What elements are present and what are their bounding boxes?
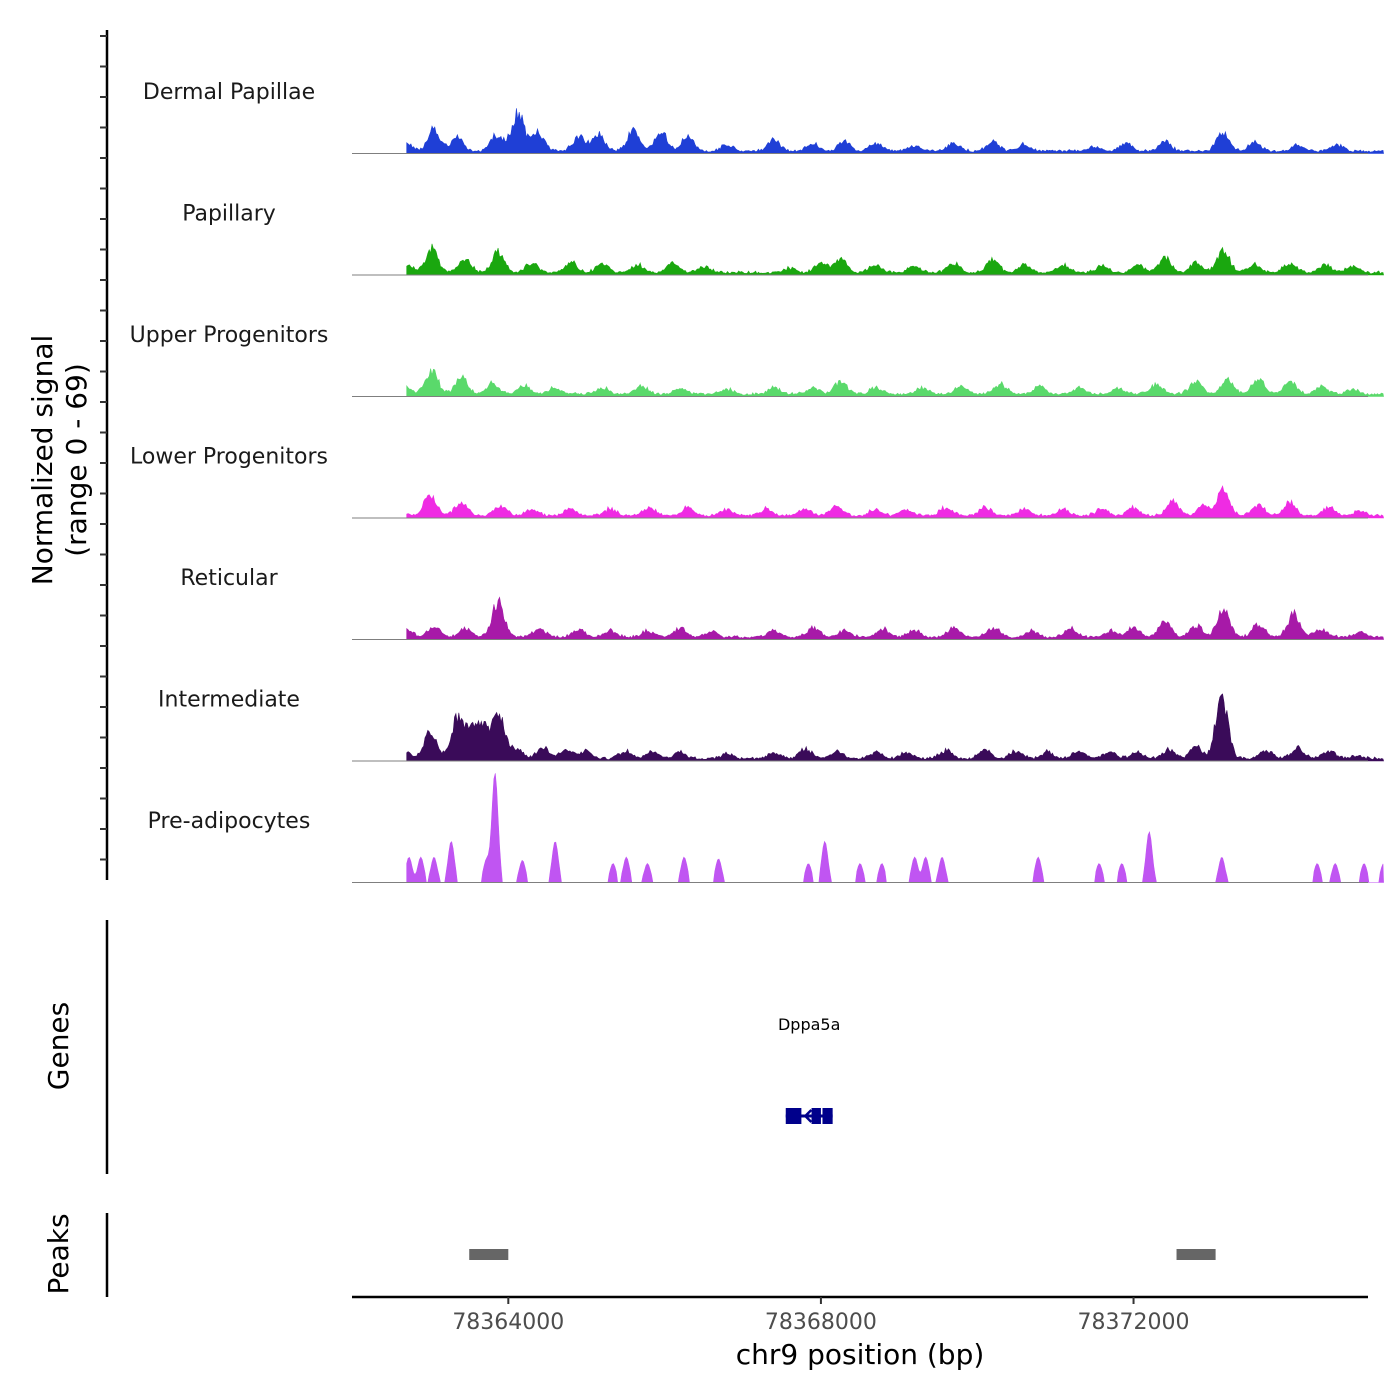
peaks-layer	[469, 1249, 1216, 1260]
y-axis-title-group: Normalized signal (range 0 - 69)	[26, 335, 93, 586]
gene-layer: Dppa5a	[778, 1015, 840, 1124]
peaks-panel-title-group: Peaks	[42, 1213, 75, 1294]
peaks-panel-title: Peaks	[42, 1213, 75, 1294]
x-tick-label: 78372000	[1078, 1310, 1190, 1335]
track-reticular: Reticular	[180, 566, 1384, 640]
track-label: Pre-adipocytes	[148, 809, 311, 834]
signal-area	[406, 596, 1384, 640]
peak-region	[1176, 1249, 1216, 1260]
track-pre-adipocytes: Pre-adipocytes	[148, 773, 1384, 883]
y-axis-range: (range 0 - 69)	[60, 363, 93, 557]
x-tick-label: 78368000	[765, 1310, 877, 1335]
genes-panel-title: Genes	[42, 1002, 75, 1090]
signal-area	[406, 693, 1385, 762]
track-lower-progenitors: Lower Progenitors	[130, 445, 1384, 519]
signal-area	[406, 485, 1384, 519]
track-intermediate: Intermediate	[158, 688, 1385, 762]
axes-layer: 78364000 78368000 78372000	[100, 30, 1368, 1335]
gene-label: Dppa5a	[778, 1015, 840, 1034]
gene-exon	[785, 1108, 802, 1124]
track-label: Upper Progenitors	[130, 323, 329, 348]
track-label: Lower Progenitors	[130, 445, 328, 470]
track-label: Intermediate	[158, 688, 300, 713]
track-label: Reticular	[180, 566, 278, 591]
signal-area	[406, 243, 1384, 276]
gene-dppa5a: Dppa5a	[778, 1015, 840, 1124]
track-label: Dermal Papillae	[143, 80, 315, 105]
track-upper-progenitors: Upper Progenitors	[130, 323, 1384, 397]
strand-arrow	[803, 1109, 813, 1123]
gene-exon	[811, 1108, 821, 1124]
tracks-layer: Dermal Papillae Papillary Upper Progenitor…	[130, 80, 1385, 883]
x-axis-title: chr9 position (bp)	[736, 1338, 985, 1371]
x-tick-label: 78364000	[452, 1310, 564, 1335]
signal-area	[406, 368, 1384, 397]
track-dermal-papillae: Dermal Papillae	[143, 80, 1384, 154]
gene-exon	[822, 1108, 833, 1124]
peak-region	[469, 1249, 509, 1260]
track-papillary: Papillary	[182, 202, 1384, 276]
y-axis-title: Normalized signal	[26, 335, 59, 586]
genes-panel-title-group: Genes	[42, 1002, 75, 1090]
signal-area	[406, 108, 1384, 154]
signal-area	[406, 773, 1384, 883]
track-label: Papillary	[182, 202, 276, 227]
